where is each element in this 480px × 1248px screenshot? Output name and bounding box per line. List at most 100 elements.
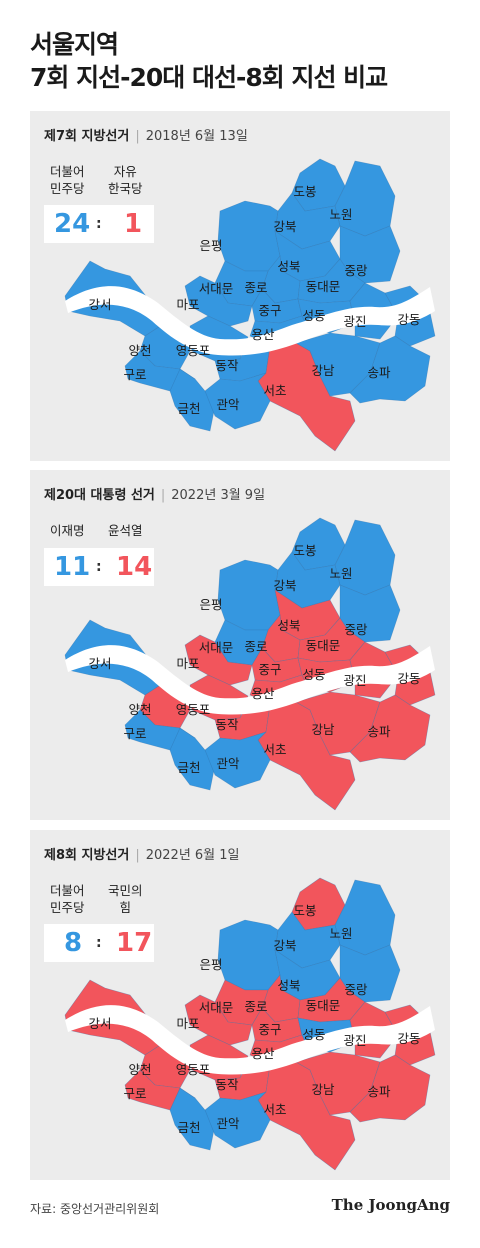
- district-label: 은평: [199, 597, 222, 612]
- district-label: 강남: [311, 722, 335, 737]
- district-label: 성동: [302, 667, 325, 682]
- district-label: 강남: [311, 1082, 335, 1097]
- district-shape: [349, 335, 431, 404]
- district-label: 강북: [273, 578, 296, 593]
- score-b: 1: [124, 209, 143, 239]
- title-line-1: 서울지역: [30, 30, 119, 59]
- score-box: 11:14: [44, 548, 154, 586]
- district-label: 동대문: [306, 998, 341, 1013]
- district-shape: [169, 1087, 216, 1151]
- district-label: 용산: [251, 327, 275, 342]
- party-label-line: 더불어: [50, 883, 85, 898]
- score-b: 14: [116, 552, 153, 582]
- score-a: 8: [64, 928, 83, 958]
- district-label: 중구: [258, 1022, 281, 1037]
- party-a-label: 더불어 민주당: [50, 163, 85, 197]
- han-river: [65, 1005, 435, 1075]
- district-label: 서대문: [199, 640, 234, 655]
- district-label: 서대문: [199, 281, 234, 296]
- district-label: 관악: [216, 756, 240, 771]
- party-label-line: 한국당: [108, 181, 143, 196]
- district-label: 용산: [251, 686, 275, 701]
- district-label: 동작: [215, 358, 239, 373]
- district-label: 중랑: [344, 622, 368, 637]
- district-label: 양천: [128, 702, 151, 717]
- district-shape: [204, 731, 271, 789]
- district-shape: [217, 559, 281, 631]
- election-name: 제7회 지방선거: [44, 129, 130, 144]
- district-label: 강동: [397, 671, 420, 686]
- district-label: 마포: [176, 297, 199, 312]
- district-label: 용산: [251, 1046, 275, 1061]
- district-label: 중랑: [344, 263, 368, 278]
- district-label: 도봉: [293, 903, 316, 918]
- score-box: 24: 1: [44, 205, 154, 243]
- district-shape: [217, 200, 281, 272]
- district-shape: [334, 160, 396, 237]
- header-divider: |: [160, 488, 166, 503]
- district-label: 동작: [215, 717, 239, 732]
- header-divider: |: [135, 129, 140, 144]
- brand-logo: The JoongAng: [331, 1196, 450, 1214]
- source-note: 자료: 중앙선거관리위원회: [30, 1202, 160, 1216]
- district-label: 강남: [311, 363, 335, 378]
- district-shape: [169, 727, 216, 791]
- party-label-line: 이재명: [50, 523, 85, 538]
- party-label-line: 국민의: [108, 883, 143, 898]
- title-line-2: 7회 지선-20대 대선-8회 지선 비교: [30, 63, 388, 92]
- district-shape: [334, 879, 396, 956]
- district-label: 강북: [273, 219, 296, 234]
- district-shape: [184, 275, 253, 327]
- election-panel: 도봉 노원 강북 은평 성북 중랑 종로 동대문 서대문 마포 중구 강서 성동 광진 강동 용산 양천 영등포 구…: [30, 111, 450, 461]
- party-a-label: 더불어 민주당: [50, 882, 85, 916]
- panel-header: 제8회 지방선거 | 2022년 6월 1일: [44, 844, 240, 863]
- page-title: 서울지역 7회 지선-20대 대선-8회 지선 비교: [30, 28, 388, 94]
- district-label: 영등포: [176, 1062, 211, 1077]
- district-label: 금천: [177, 1120, 200, 1135]
- district-label: 종로: [244, 639, 267, 654]
- district-label: 강동: [397, 312, 420, 327]
- party-b-label: 윤석열: [108, 522, 143, 539]
- party-b-label: 국민의 힘: [108, 882, 143, 916]
- district-label: 도봉: [293, 184, 316, 199]
- election-name: 제8회 지방선거: [44, 848, 130, 863]
- district-label: 강서: [88, 656, 111, 671]
- district-label: 성북: [277, 978, 300, 993]
- party-a-label: 이재명: [50, 522, 85, 539]
- district-label: 구로: [123, 726, 146, 741]
- han-river: [65, 286, 435, 356]
- district-label: 광진: [343, 314, 366, 329]
- district-label: 성북: [277, 259, 300, 274]
- district-label: 노원: [329, 566, 352, 581]
- district-label: 영등포: [176, 702, 211, 717]
- score-box: 8:17: [44, 924, 154, 962]
- district-label: 동대문: [306, 279, 341, 294]
- district-shape: [349, 694, 431, 763]
- district-shape: [204, 372, 271, 430]
- district-label: 중구: [258, 303, 281, 318]
- district-label: 강북: [273, 938, 296, 953]
- district-label: 도봉: [293, 543, 316, 558]
- district-label: 성북: [277, 618, 300, 633]
- district-label: 강서: [88, 297, 111, 312]
- district-label: 성동: [302, 308, 325, 323]
- district-label: 은평: [199, 238, 222, 253]
- election-panel: 도봉 노원 강북 은평 성북 중랑 종로 동대문 서대문 마포 중구 강서 성동 광진 강동 용산 양천 영등포 구…: [30, 830, 450, 1180]
- district-label: 양천: [128, 343, 151, 358]
- district-label: 종로: [244, 999, 267, 1014]
- district-label: 강서: [88, 1016, 111, 1031]
- score-separator: :: [96, 216, 102, 232]
- district-label: 서초: [263, 1102, 286, 1117]
- district-label: 금천: [177, 760, 200, 775]
- score-b: 17: [116, 928, 153, 958]
- district-label: 송파: [367, 724, 391, 739]
- district-shape: [184, 634, 253, 686]
- district-label: 송파: [367, 365, 391, 380]
- score-a: 11: [54, 552, 91, 582]
- district-shape: [349, 1054, 431, 1123]
- district-shape: [334, 519, 396, 596]
- district-label: 동작: [215, 1077, 239, 1092]
- district-label: 노원: [329, 207, 352, 222]
